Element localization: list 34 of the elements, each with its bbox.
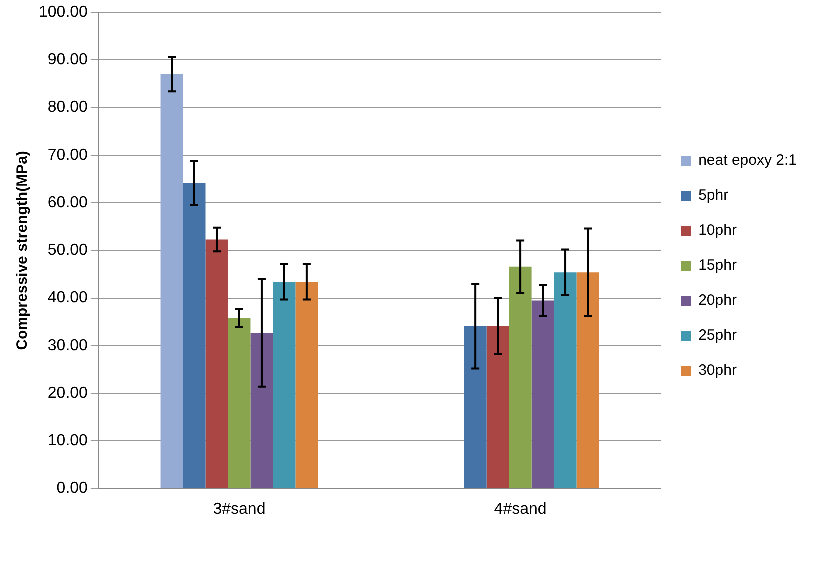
bar: [532, 300, 554, 488]
y-tick-label: 60.00: [48, 194, 88, 212]
bar: [554, 272, 577, 488]
y-tick-label: 10.00: [48, 432, 88, 450]
legend-label: 25phr: [698, 327, 737, 344]
bar: [160, 74, 184, 488]
bar: [228, 318, 251, 488]
y-tick-label: 100.00: [39, 4, 88, 22]
bar: [250, 333, 274, 488]
legend-label: 15phr: [698, 257, 737, 274]
y-tick-label: 50.00: [48, 242, 88, 260]
y-tick-label: 40.00: [48, 290, 88, 307]
bar: [273, 282, 296, 488]
bar: [183, 183, 206, 488]
y-axis-title: Compressive strength(MPa): [14, 151, 32, 350]
bar: [206, 240, 228, 488]
bar: [576, 272, 600, 488]
x-tick-label: 3#sand: [213, 500, 266, 518]
legend-label: 30phr: [698, 362, 737, 380]
bar: [486, 326, 510, 488]
bar: [464, 326, 487, 488]
legend-label: 5phr: [698, 187, 729, 204]
y-tick-label: 0.00: [56, 480, 88, 498]
bar: [296, 282, 318, 488]
legend-label: 10phr: [698, 222, 737, 240]
bar: [509, 266, 532, 488]
y-tick-label: 80.00: [48, 99, 88, 116]
x-tick-label: 4#sand: [494, 500, 547, 518]
y-tick-label: 20.00: [48, 384, 88, 402]
legend-label: neat epoxy 2:1: [698, 152, 798, 170]
y-tick-label: 90.00: [48, 52, 88, 69]
y-tick-label: 30.00: [48, 337, 88, 354]
y-tick-label: 70.00: [48, 146, 88, 164]
legend-label: 20phr: [698, 292, 737, 310]
